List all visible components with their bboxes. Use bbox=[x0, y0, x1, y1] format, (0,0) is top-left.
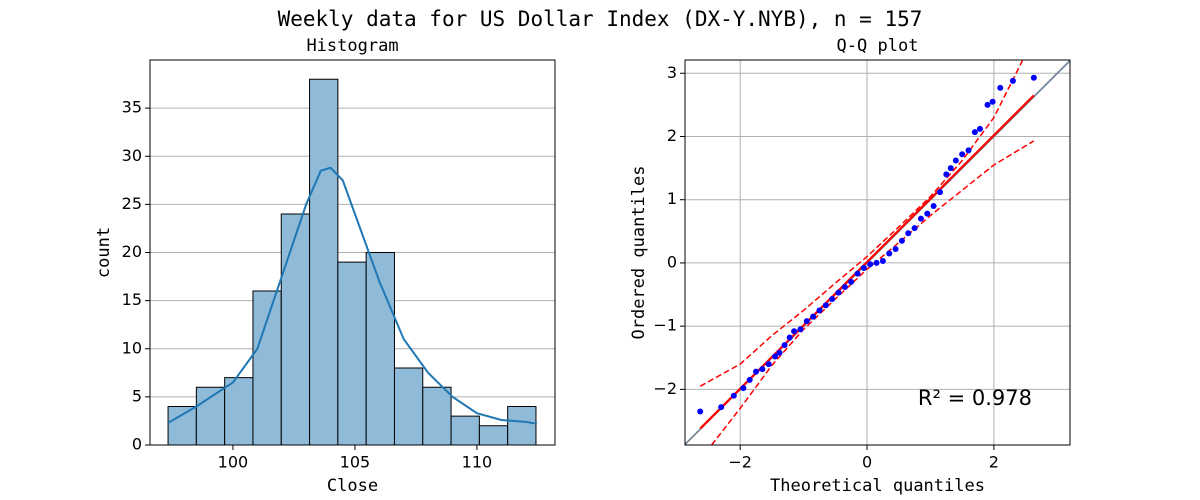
point bbox=[765, 361, 772, 368]
point bbox=[867, 261, 874, 268]
y-tick-label: 0 bbox=[667, 252, 677, 271]
y-tick-label: 0 bbox=[132, 435, 142, 454]
y-axis-label: Ordered quantiles bbox=[629, 166, 649, 340]
point bbox=[730, 392, 737, 399]
point bbox=[911, 225, 918, 232]
x-tick-label: 105 bbox=[340, 453, 371, 472]
bar bbox=[478, 425, 509, 445]
x-tick-label: 0 bbox=[862, 453, 872, 472]
bar bbox=[450, 415, 480, 445]
bar bbox=[167, 406, 197, 445]
point bbox=[971, 129, 978, 136]
bar bbox=[393, 367, 424, 445]
x-tick-label: −2 bbox=[728, 453, 752, 472]
axes-frame bbox=[149, 59, 556, 446]
point bbox=[829, 295, 836, 302]
x-tick-label: 110 bbox=[462, 453, 493, 472]
point bbox=[952, 157, 959, 164]
y-tick-label: 30 bbox=[122, 146, 142, 165]
bar bbox=[337, 261, 367, 445]
point bbox=[791, 328, 798, 335]
y-tick-label: 15 bbox=[122, 290, 142, 309]
point bbox=[947, 165, 954, 172]
bar bbox=[195, 386, 226, 445]
point bbox=[1030, 74, 1037, 81]
point bbox=[786, 334, 793, 341]
point bbox=[984, 101, 991, 108]
point bbox=[879, 258, 886, 265]
y-tick-label: 3 bbox=[667, 63, 677, 82]
point bbox=[740, 385, 747, 392]
axes-title: Q-Q plot bbox=[837, 36, 919, 56]
bar bbox=[422, 386, 452, 445]
point bbox=[759, 366, 766, 373]
point bbox=[989, 98, 996, 105]
y-tick-label: −2 bbox=[653, 379, 677, 398]
plot-area bbox=[685, 60, 1070, 445]
confidence-band bbox=[699, 60, 1024, 387]
annotation: R² = 0.978 bbox=[918, 386, 1032, 410]
bar bbox=[224, 377, 254, 445]
kde-line bbox=[167, 166, 538, 425]
point bbox=[1009, 77, 1016, 84]
point bbox=[930, 203, 937, 210]
y-tick-label: 35 bbox=[122, 98, 142, 117]
point bbox=[854, 270, 861, 277]
point bbox=[936, 189, 943, 196]
x-tick-label: 100 bbox=[218, 453, 249, 472]
axes-frame bbox=[684, 59, 1071, 446]
x-tick-label: 2 bbox=[989, 453, 999, 472]
bar bbox=[252, 290, 282, 445]
point bbox=[776, 349, 783, 356]
point bbox=[959, 151, 966, 158]
point bbox=[892, 246, 899, 253]
bar bbox=[280, 213, 311, 445]
point bbox=[943, 171, 950, 178]
y-tick-label: 25 bbox=[122, 194, 142, 213]
point bbox=[718, 404, 725, 411]
point bbox=[797, 326, 804, 333]
point bbox=[810, 313, 817, 320]
point bbox=[976, 125, 983, 132]
point bbox=[841, 283, 848, 290]
point bbox=[873, 259, 880, 266]
point bbox=[816, 307, 823, 314]
point bbox=[835, 289, 842, 296]
bar bbox=[507, 406, 537, 445]
point bbox=[697, 408, 704, 415]
point bbox=[917, 215, 924, 222]
point bbox=[886, 250, 893, 257]
y-tick-label: 20 bbox=[122, 242, 142, 261]
point bbox=[772, 353, 779, 360]
y-tick-label: 2 bbox=[667, 126, 677, 145]
y-axis-label: count bbox=[94, 227, 114, 278]
y-tick-label: −1 bbox=[653, 316, 677, 335]
point bbox=[781, 342, 788, 349]
y-tick-label: 1 bbox=[667, 189, 677, 208]
plot-area bbox=[150, 78, 555, 445]
point bbox=[860, 264, 867, 271]
point bbox=[898, 237, 905, 244]
point bbox=[753, 368, 760, 375]
point bbox=[848, 278, 855, 285]
point bbox=[746, 376, 753, 383]
point bbox=[997, 84, 1004, 91]
point bbox=[965, 147, 972, 154]
x-axis-label: Close bbox=[327, 476, 378, 496]
point bbox=[803, 318, 810, 325]
point bbox=[924, 210, 931, 217]
confidence-band bbox=[711, 140, 1035, 445]
point bbox=[905, 230, 912, 237]
axes-title: Histogram bbox=[306, 36, 398, 56]
figure-title: Weekly data for US Dollar Index (DX-Y.NY… bbox=[278, 7, 923, 31]
bar bbox=[309, 78, 339, 445]
point bbox=[822, 302, 829, 309]
y-tick-label: 5 bbox=[132, 386, 142, 405]
x-axis-label: Theoretical quantiles bbox=[770, 476, 985, 496]
y-tick-label: 10 bbox=[122, 338, 142, 357]
